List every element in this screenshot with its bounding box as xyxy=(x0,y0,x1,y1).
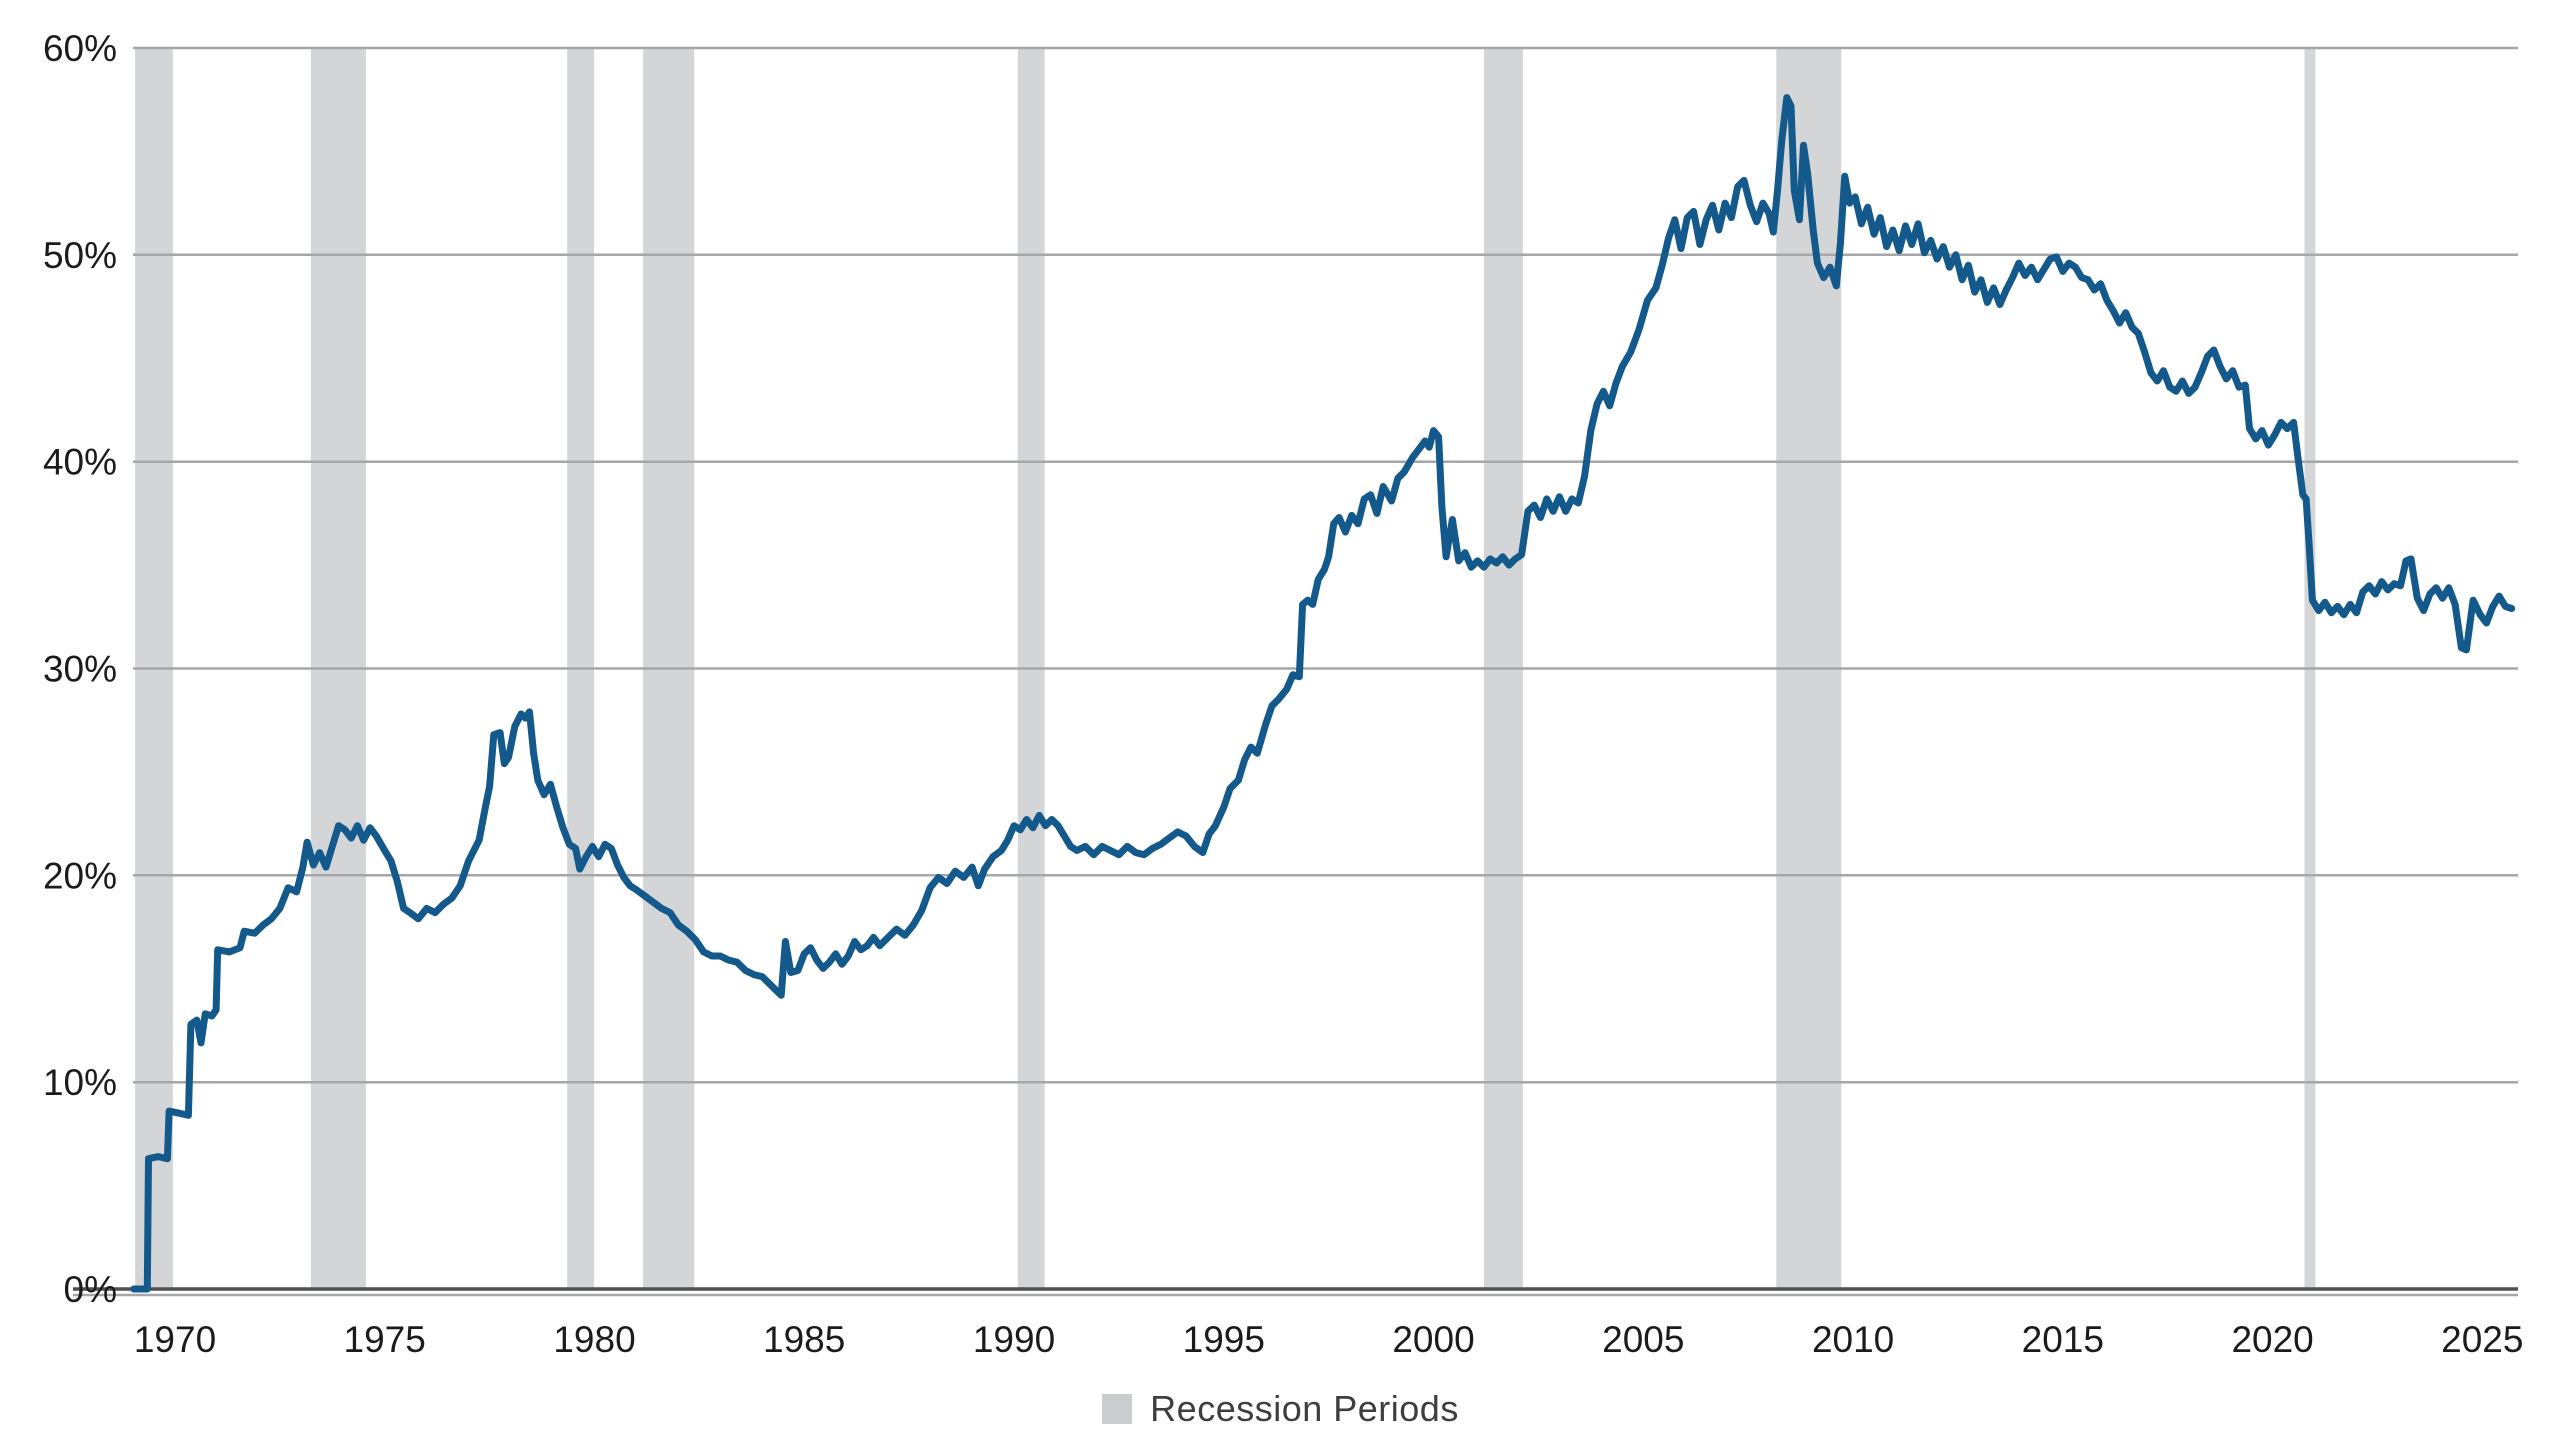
y-tick-label: 20% xyxy=(43,855,117,896)
y-axis-labels: 0% 10% 20% 30% 40% 50% 60% xyxy=(43,28,117,1310)
x-tick-label: 1970 xyxy=(134,1319,216,1360)
recession-swatch-icon xyxy=(1102,1394,1133,1424)
x-tick-label: 2020 xyxy=(2231,1319,2313,1360)
gridlines-layer xyxy=(133,46,2518,1084)
x-axis-labels: 1970 1975 1980 1985 1990 1995 2000 2005 2010 2015… xyxy=(134,1319,2524,1360)
x-tick-label: 2025 xyxy=(2441,1319,2523,1360)
x-tick-label: 1990 xyxy=(973,1319,1055,1360)
axis-lines-layer xyxy=(73,1287,2518,1297)
y-tick-label: 60% xyxy=(43,28,117,69)
x-tick-label: 1980 xyxy=(553,1319,635,1360)
x-tick-label: 1995 xyxy=(1183,1319,1265,1360)
y-tick-label: 40% xyxy=(43,442,117,483)
x-tick-label: 2000 xyxy=(1392,1319,1474,1360)
series-layer xyxy=(130,94,2516,1293)
x-tick-label: 2005 xyxy=(1602,1319,1684,1360)
x-tick-label: 2010 xyxy=(1812,1319,1894,1360)
x-tick-label: 1975 xyxy=(344,1319,426,1360)
plot-svg: 0% 10% 20% 30% 40% 50% 60% 1970 1975 1980 1985 199… xyxy=(43,28,2524,1360)
y-tick-label: 50% xyxy=(43,235,117,276)
x-tick-label: 1985 xyxy=(763,1319,845,1360)
y-tick-label: 0% xyxy=(64,1269,117,1310)
legend-label: Recession Periods xyxy=(1150,1388,1459,1429)
y-tick-label: 30% xyxy=(43,649,117,690)
x-tick-label: 2015 xyxy=(2022,1319,2104,1360)
legend[interactable]: Recession Periods xyxy=(0,1386,2561,1432)
series-path xyxy=(130,94,2516,1293)
y-tick-label: 10% xyxy=(43,1062,117,1103)
